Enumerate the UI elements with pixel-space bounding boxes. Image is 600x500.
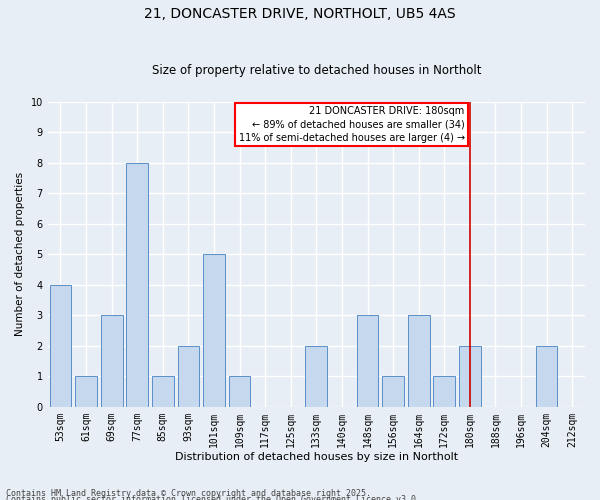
Text: 21, DONCASTER DRIVE, NORTHOLT, UB5 4AS: 21, DONCASTER DRIVE, NORTHOLT, UB5 4AS (144, 8, 456, 22)
X-axis label: Distribution of detached houses by size in Northolt: Distribution of detached houses by size … (175, 452, 458, 462)
Bar (305, 346, 327, 407)
Bar (101, 316, 122, 407)
Y-axis label: Number of detached properties: Number of detached properties (15, 172, 25, 336)
Title: Size of property relative to detached houses in Northolt: Size of property relative to detached ho… (152, 64, 481, 77)
Bar (356, 316, 379, 407)
Bar (152, 376, 173, 407)
Bar (127, 163, 148, 407)
Text: Contains public sector information licensed under the Open Government Licence v3: Contains public sector information licen… (6, 495, 421, 500)
Bar (459, 346, 481, 407)
Bar (229, 376, 250, 407)
Bar (536, 346, 557, 407)
Bar (50, 285, 71, 407)
Text: 21 DONCASTER DRIVE: 180sqm
← 89% of detached houses are smaller (34)
11% of semi: 21 DONCASTER DRIVE: 180sqm ← 89% of deta… (239, 106, 465, 143)
Bar (382, 376, 404, 407)
Bar (433, 376, 455, 407)
Bar (75, 376, 97, 407)
Bar (203, 254, 225, 407)
Bar (178, 346, 199, 407)
Bar (408, 316, 430, 407)
Text: Contains HM Land Registry data © Crown copyright and database right 2025.: Contains HM Land Registry data © Crown c… (6, 488, 371, 498)
